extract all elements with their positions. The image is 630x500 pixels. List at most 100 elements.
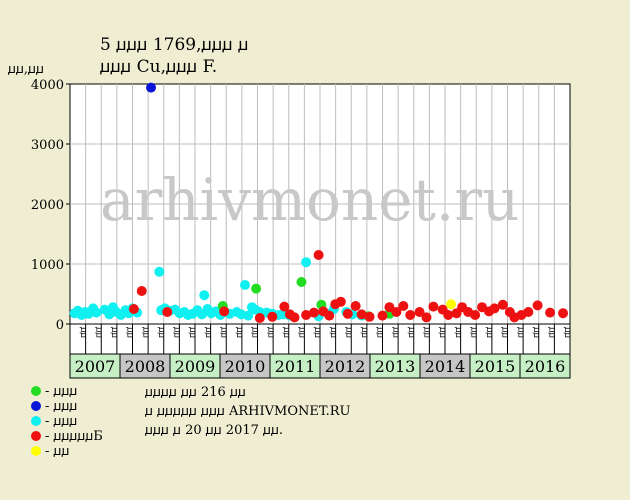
quarter-label: ꙡꙡ (312, 327, 322, 338)
year-label: 2007 (75, 357, 116, 376)
watermark: arhivmonet.ru (100, 166, 519, 234)
year-cell (369, 353, 421, 379)
data-point-blue (146, 82, 157, 93)
quarter-label: ꙡꙡ (453, 327, 463, 338)
quarter-label: ꙡꙡ (437, 327, 447, 338)
year-label: 2012 (325, 357, 366, 376)
quarter-label: ꙡꙡ (406, 327, 416, 338)
year-label: 2016 (525, 357, 566, 376)
quarter-label: ꙡꙡ (484, 327, 494, 338)
data-point-cyan (301, 257, 312, 268)
data-point-red (443, 310, 454, 320)
data-point-red (470, 310, 481, 320)
data-point-green (296, 277, 307, 287)
legend-swatch-green (31, 386, 41, 396)
year-label: 2008 (125, 357, 166, 376)
data-point-red (279, 301, 290, 312)
data-point-red (384, 302, 395, 313)
quarter-label: ꙡꙡ (500, 327, 510, 338)
data-point-red (414, 307, 425, 317)
data-points (69, 82, 569, 323)
data-point-red (545, 307, 556, 318)
quarter-label: ꙡꙡ (547, 327, 557, 338)
data-point-cyan (91, 307, 102, 318)
data-point-red (532, 300, 543, 311)
quarter-label: ꙡꙡ (531, 327, 541, 338)
year-label: 2015 (475, 357, 516, 376)
data-point-red (313, 250, 324, 260)
data-point-red (162, 307, 173, 317)
data-point-red (254, 313, 265, 323)
data-point-cyan (199, 290, 210, 301)
year-cell (269, 353, 321, 379)
year-label: 2010 (225, 357, 266, 376)
quarter-label: ꙡꙡ (156, 327, 166, 338)
quarter-label: ꙡꙡ (359, 327, 369, 338)
year-label: 2013 (375, 357, 416, 376)
quarter-label: ꙡꙡ (250, 327, 260, 338)
info-block: ꙡꙡꙡꙡ ꙡꙡ 216 ꙡꙡ ꙡ ꙡꙡꙡꙡꙡ ꙡꙡꙡ ARHIVMONET.RU ꙡ… (145, 385, 351, 438)
legend-swatch-blue (31, 401, 41, 411)
data-point-red (377, 310, 388, 321)
data-point-red (421, 312, 432, 323)
legend-label: - ꙡꙡꙡ (45, 384, 77, 399)
quarter-label: ꙡꙡ (125, 327, 135, 338)
quarter-label: ꙡꙡ (297, 327, 307, 338)
data-point-red (136, 286, 147, 296)
legend-label: - ꙡꙡꙡ (45, 414, 77, 429)
data-point-red (497, 299, 508, 310)
quarter-label: ꙡꙡ (203, 327, 213, 338)
year-cell (169, 353, 221, 379)
y-tick-label: 1000 (31, 258, 64, 273)
quarter-label: ꙡꙡ (422, 327, 432, 338)
data-point-red (405, 310, 416, 320)
data-point-red (342, 308, 353, 319)
y-tick-label: 4000 (31, 78, 64, 93)
chart-title-line-2: ꙡꙡꙡ Cu,ꙡꙡꙡ F. (100, 57, 217, 77)
info-line: ꙡꙡꙡ ꙡ 20 ꙡꙡ 2017 ꙡꙡ. (145, 423, 283, 438)
quarter-label: ꙡꙡ (187, 327, 197, 338)
data-point-red (398, 301, 409, 311)
quarter-label: ꙡꙡ (265, 327, 275, 338)
quarter-label: ꙡꙡ (172, 327, 182, 338)
quarter-label: ꙡꙡ (390, 327, 400, 338)
year-cell (69, 353, 121, 379)
quarter-label: ꙡꙡ (468, 327, 478, 338)
data-point-red (523, 307, 534, 317)
data-point-red (489, 303, 500, 314)
chart-title-line-1: 5 ꙡꙡꙡ 1769,ꙡꙡꙡ ꙡ (100, 35, 249, 55)
legend: - ꙡꙡꙡ- ꙡꙡꙡ- ꙡꙡꙡ- ꙡꙡꙡꙡꙡБ- ꙡꙡ (31, 384, 103, 459)
data-point-red (391, 307, 402, 317)
data-point-red (335, 296, 346, 307)
data-point-red (356, 309, 367, 320)
data-point-cyan (240, 280, 250, 290)
grid (70, 84, 570, 324)
data-point-red (324, 310, 335, 321)
y-tick-label: 2000 (31, 198, 64, 213)
quarter-label: ꙡꙡ (78, 327, 88, 338)
y-axis: 0 1000 2000 3000 4000 (31, 78, 70, 333)
data-point-cyan (243, 310, 254, 321)
quarter-label: ꙡꙡ (562, 327, 572, 338)
legend-swatch-cyan (31, 416, 41, 426)
quarter-label: ꙡꙡ (375, 327, 385, 338)
year-label: 2009 (175, 357, 216, 376)
quarter-label: ꙡꙡ (109, 327, 119, 338)
y-tick-label: 3000 (31, 138, 64, 153)
quarter-label: ꙡꙡ (140, 327, 150, 338)
year-row: 2007 2008 2009 2010 2011 2012 2013 2014 2015 2016 (69, 353, 571, 379)
quarter-label: ꙡꙡ (515, 327, 525, 338)
quarter-label: ꙡꙡ (218, 327, 228, 338)
info-line: ꙡ ꙡꙡꙡꙡꙡ ꙡꙡꙡ ARHIVMONET.RU (145, 404, 351, 419)
year-label: 2014 (425, 357, 466, 376)
data-point-red (558, 308, 569, 319)
quarter-label: ꙡꙡ (281, 327, 291, 338)
info-line: ꙡꙡꙡꙡ ꙡꙡ 216 ꙡꙡ (145, 385, 246, 400)
legend-swatch-yellow (31, 446, 41, 456)
quarter-label: ꙡꙡ (234, 327, 244, 338)
data-point-green (251, 283, 262, 294)
year-cell (419, 353, 471, 379)
data-point-red (364, 311, 375, 322)
data-point-red (289, 312, 300, 323)
